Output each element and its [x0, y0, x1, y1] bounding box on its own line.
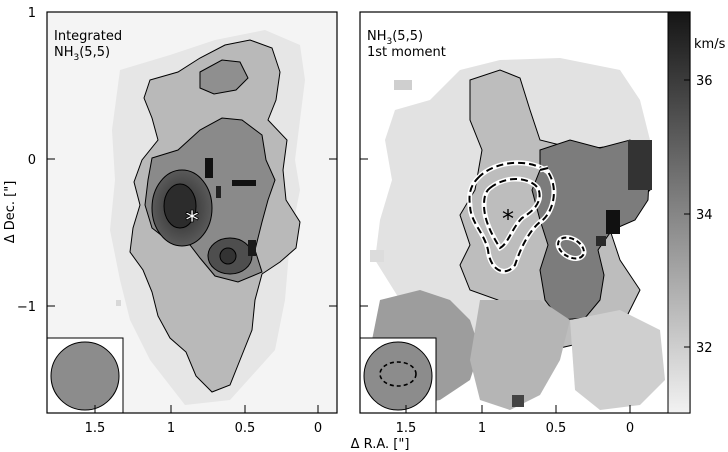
x-axis-title: Δ R.A. ["] [351, 437, 410, 452]
y-axis: 1 0 −1 Δ Dec. ["] [3, 6, 368, 315]
right-species: NH [367, 29, 387, 44]
y-tick-label-neg1: −1 [17, 300, 36, 315]
x-tick-left-1: 1 [167, 421, 175, 436]
right-dark-patch-1 [606, 210, 620, 234]
right-dashed-contours [467, 160, 587, 274]
x-tick-left-0.5: 0.5 [235, 421, 256, 436]
left-panel-label-line1: Integrated [54, 29, 122, 44]
left-species-sub: 3 [74, 53, 80, 63]
colorbar-gradient [667, 11, 691, 414]
left-panel-label-line2: NH3(5,5) [54, 45, 110, 63]
x-tick-left-0: 0 [314, 421, 322, 436]
right-beam-circle [363, 341, 433, 411]
left-beam-inset [46, 337, 124, 414]
left-beam-circle [50, 341, 120, 411]
x-tick-left-1.5: 1.5 [85, 421, 106, 436]
right-dark-patch-4 [628, 140, 652, 190]
x-tick-right-0.5: 0.5 [546, 421, 567, 436]
right-dark-patch-2 [596, 236, 606, 246]
y-tick-label-1: 1 [28, 6, 36, 21]
left-panel-frame [46, 11, 338, 414]
colorbar-tick-label-36: 36 [696, 74, 713, 89]
right-species-sub: 3 [387, 37, 393, 47]
left-south-clump-inner [219, 247, 237, 265]
right-beam-inset [359, 337, 437, 414]
left-dark-artifact-2 [232, 180, 256, 186]
right-lower-field-3 [570, 310, 665, 410]
right-star-marker: * [502, 205, 514, 233]
colorbar-tick-label-34: 34 [696, 208, 713, 223]
y-axis-title: Δ Dec. ["] [3, 181, 18, 244]
right-panel-label-line2: 1st moment [367, 45, 446, 60]
left-core-inner [163, 183, 197, 229]
colorbar-unit: km/s [694, 37, 726, 52]
x-axis: 1.5 1 0.5 0 1.5 1 0.5 0 Δ R.A. ["] [85, 405, 634, 452]
left-noise-1 [116, 300, 121, 306]
x-tick-right-1.5: 1.5 [396, 421, 417, 436]
left-upper-lobe [199, 59, 249, 95]
left-species: NH [54, 45, 74, 60]
right-dark-patch-3 [512, 395, 524, 407]
right-transition: (5,5) [392, 29, 423, 44]
right-beam-dashed-ellipse [379, 361, 417, 387]
x-tick-right-1: 1 [478, 421, 486, 436]
left-dark-artifact-4 [248, 240, 256, 256]
x-tick-right-0: 0 [626, 421, 634, 436]
right-panel-label-line1: NH3(5,5) [367, 29, 423, 47]
right-noise-2 [370, 250, 384, 262]
left-dark-artifact-1 [205, 158, 213, 178]
right-panel: * NH3(5,5) 1st moment [359, 11, 691, 414]
left-star-marker: * [185, 206, 199, 236]
colorbar: km/s 36 34 32 [667, 11, 726, 414]
left-transition: (5,5) [79, 45, 110, 60]
colorbar-tick-label-32: 32 [696, 341, 713, 356]
right-lower-field-2 [470, 300, 570, 410]
y-tick-label-0: 0 [28, 153, 36, 168]
left-dark-artifact-3 [216, 186, 221, 198]
right-noise-1 [394, 80, 412, 90]
left-panel: * Integrated NH3(5,5) [46, 11, 338, 414]
